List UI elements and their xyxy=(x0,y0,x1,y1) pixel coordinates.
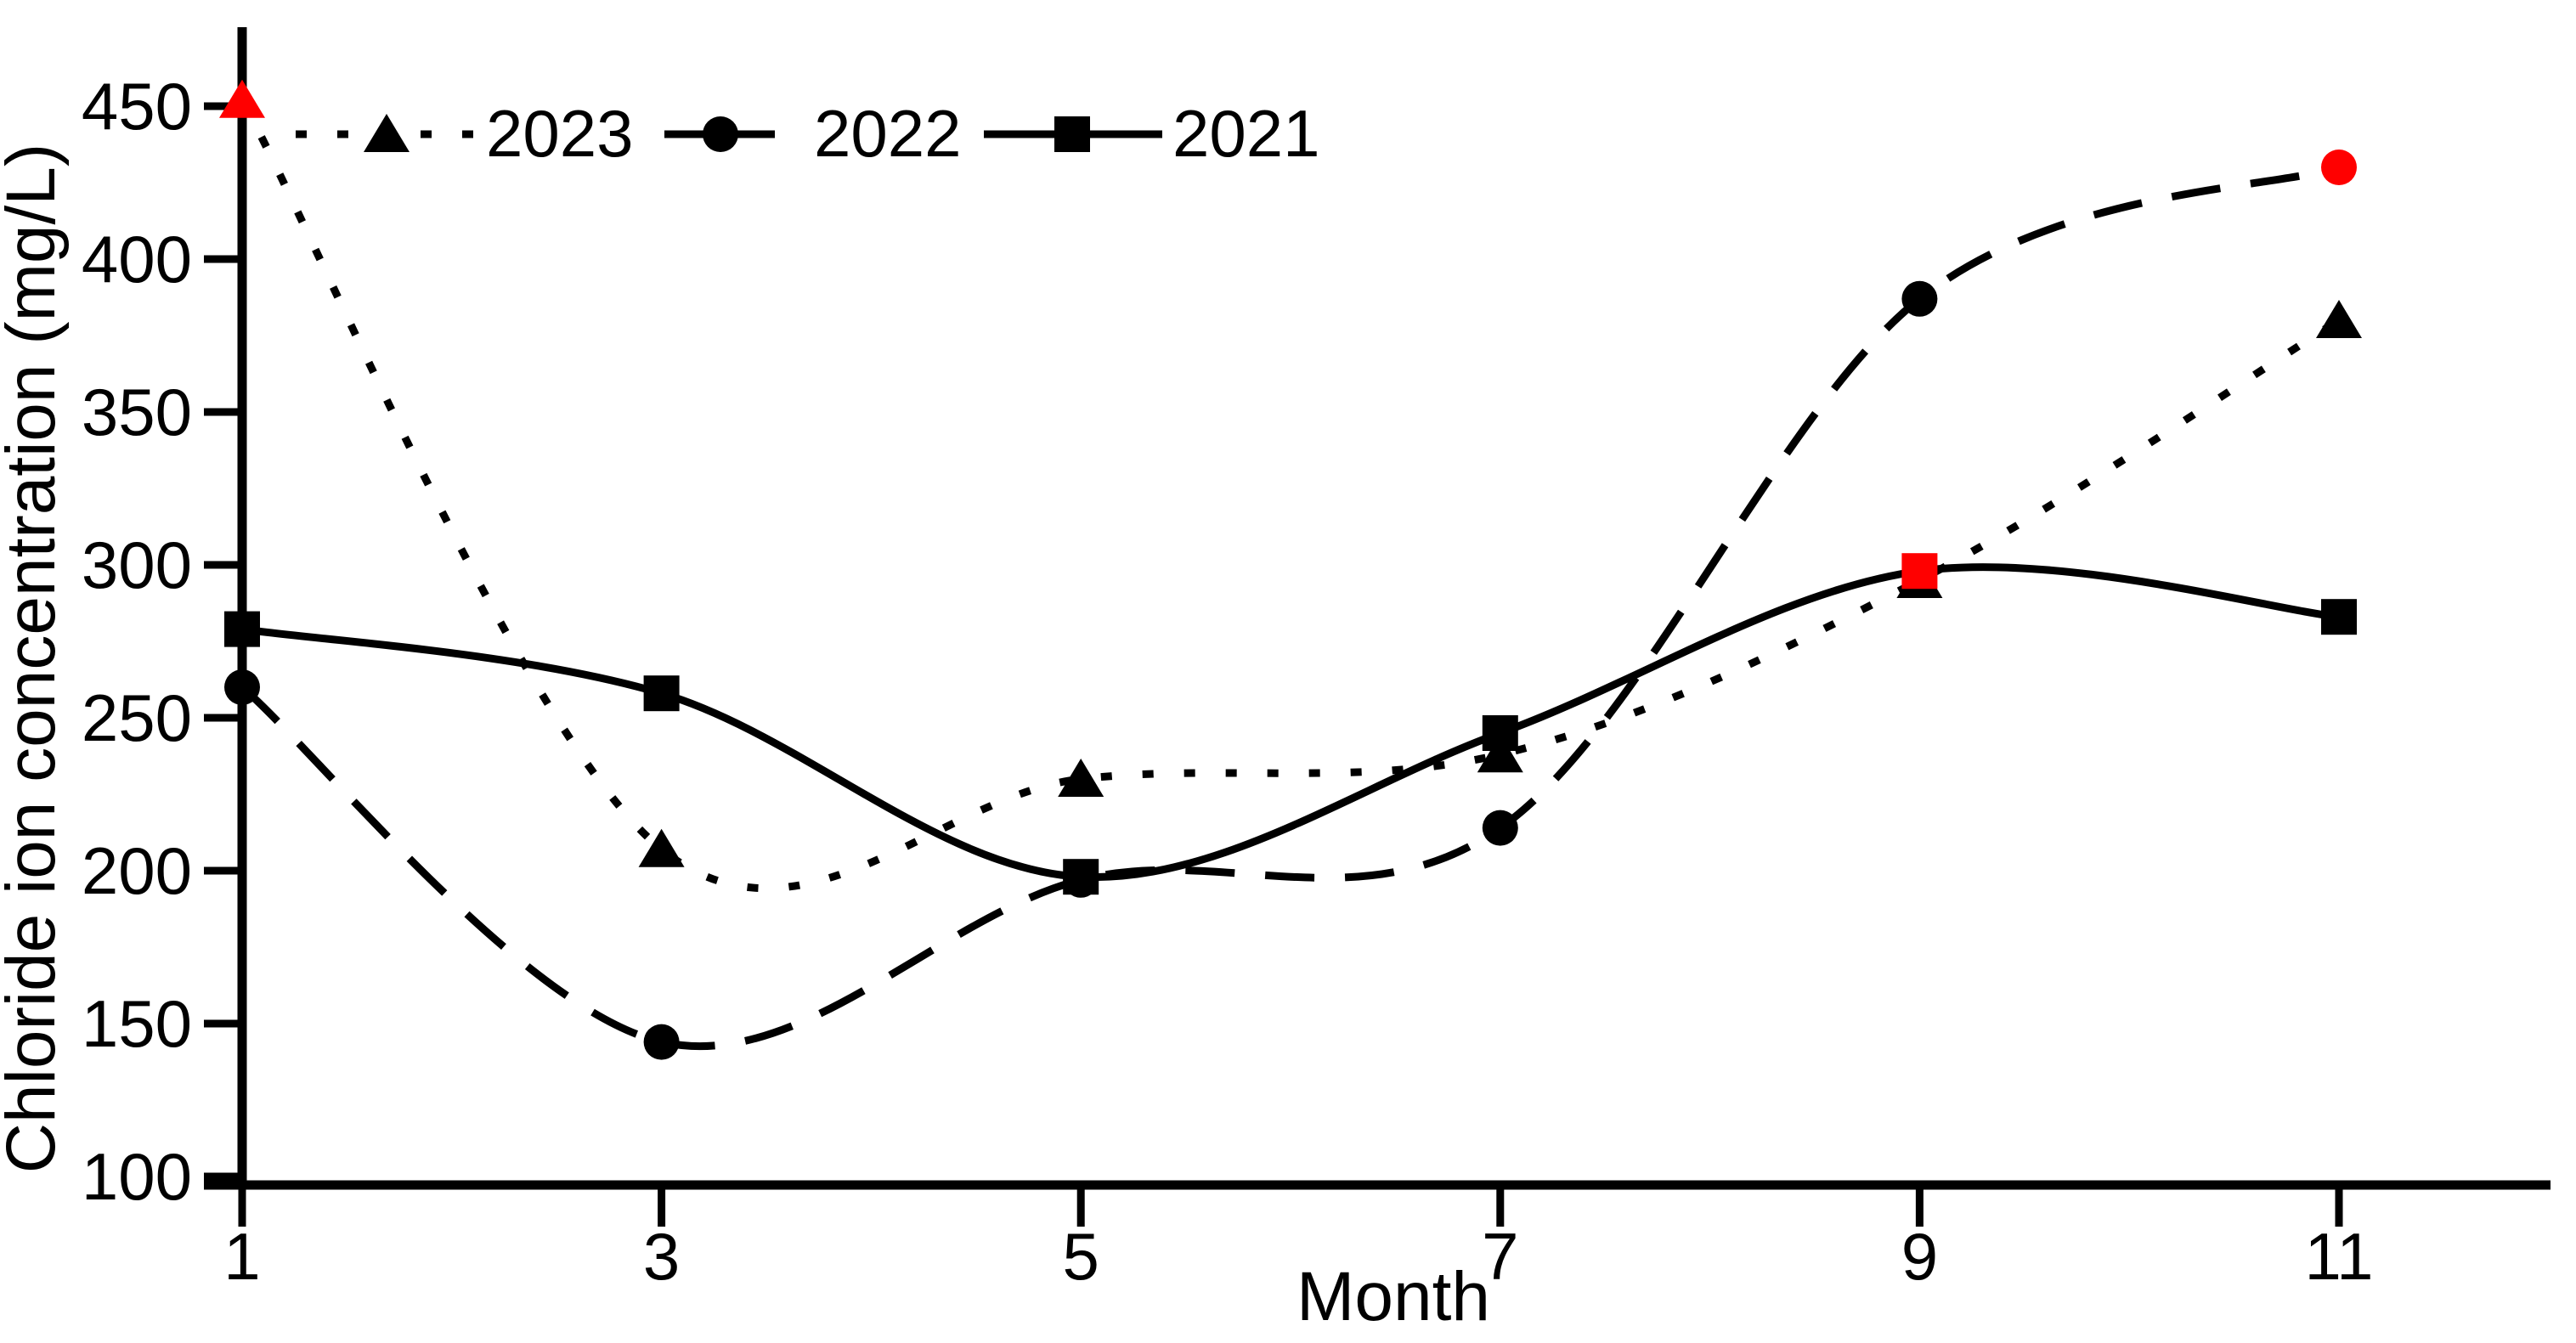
y-ticks: 100 150 200 250 300 350 400 450 xyxy=(82,69,242,1214)
series-layer xyxy=(219,79,2362,1060)
legend-entry-2022: 2022 xyxy=(664,96,962,171)
y-tick-label: 450 xyxy=(82,69,192,144)
data-point-2021 xyxy=(224,611,260,647)
x-tick-label: 7 xyxy=(1482,1219,1518,1294)
x-tick-label: 3 xyxy=(643,1219,680,1294)
data-point-2021 xyxy=(1482,715,1518,751)
x-ticks: 1 3 5 7 9 11 xyxy=(223,1185,2373,1294)
data-point-2022 xyxy=(2321,150,2357,185)
legend-label-2023: 2023 xyxy=(486,96,634,171)
data-point-2021 xyxy=(643,675,680,712)
legend-label-2022: 2022 xyxy=(814,96,962,171)
legend-circle-icon xyxy=(703,116,738,152)
data-point-2023 xyxy=(638,828,685,867)
x-tick-label: 5 xyxy=(1063,1219,1099,1294)
legend: 2023 2022 2021 xyxy=(296,96,1320,171)
data-point-2022 xyxy=(1901,280,1938,317)
series-line-2021 xyxy=(241,563,2340,882)
x-tick-label: 11 xyxy=(2305,1219,2374,1294)
legend-entry-2021: 2021 xyxy=(984,96,1320,171)
data-point-2021 xyxy=(1063,859,1099,895)
series-line-2022 xyxy=(240,163,2341,1051)
y-tick-label: 300 xyxy=(82,528,192,602)
data-point-2021 xyxy=(1901,553,1938,590)
legend-entry-2023: 2023 xyxy=(296,96,634,171)
y-axis: 100 150 200 250 300 350 400 450 Chloride ion co… xyxy=(0,27,247,1214)
data-point-2023 xyxy=(2316,300,2362,338)
y-axis-title: Chloride ion concentration (mg/L) xyxy=(0,144,70,1173)
y-tick-label: 150 xyxy=(82,986,192,1061)
y-tick-label: 350 xyxy=(82,375,192,449)
data-point-2023 xyxy=(1477,734,1523,773)
legend-square-icon xyxy=(1054,116,1090,152)
data-point-2022 xyxy=(643,1024,680,1060)
y-tick-label: 400 xyxy=(82,222,192,296)
x-axis-title: Month xyxy=(1296,1258,1490,1335)
y-tick-label: 200 xyxy=(82,833,192,908)
y-tick-label: 250 xyxy=(82,680,192,755)
data-point-2022 xyxy=(224,669,260,705)
series-line-2023 xyxy=(239,98,2342,892)
data-point-2021 xyxy=(2321,599,2357,635)
data-point-2023 xyxy=(1058,759,1104,797)
x-tick-label: 1 xyxy=(223,1219,260,1294)
legend-label-2021: 2021 xyxy=(1172,96,1320,171)
data-point-2022 xyxy=(1482,810,1518,846)
data-point-2023 xyxy=(219,79,265,118)
x-axis: 1 3 5 7 9 11 Month xyxy=(204,1180,2551,1335)
x-tick-label: 9 xyxy=(1901,1219,1938,1294)
y-tick-label: 100 xyxy=(82,1139,192,1214)
legend-triangle-icon xyxy=(364,114,410,152)
